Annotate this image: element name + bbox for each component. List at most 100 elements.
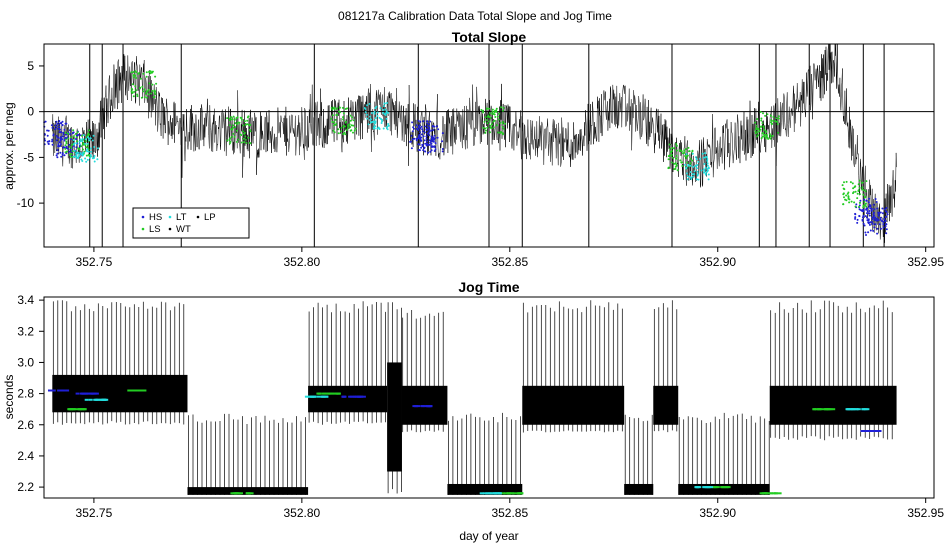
total-slope-point-lt [696, 167, 698, 170]
total-slope-point-ls [671, 147, 673, 149]
total-slope-point-lt [84, 142, 87, 145]
total-slope-point-hs [881, 207, 884, 210]
jog-time-point-lt [88, 398, 93, 401]
total-slope-point-ls [235, 129, 238, 132]
total-slope-point-lt [376, 114, 379, 117]
total-slope-point-ls [132, 76, 135, 79]
total-slope-point-ls [226, 139, 229, 142]
total-slope-point-lt [377, 126, 380, 129]
total-slope-point-hs [425, 142, 428, 145]
total-slope-point-hs [413, 137, 416, 140]
jog-time-ylabel: seconds [2, 375, 16, 420]
total-slope-point-ls [764, 130, 767, 133]
total-slope-point-lt [89, 156, 91, 159]
total-slope-point-ls [776, 120, 779, 123]
total-slope-point-hs [418, 134, 421, 137]
total-slope-point-ls [234, 126, 237, 129]
jog-time-point-lt [861, 408, 866, 411]
total-slope-point-hs [869, 229, 872, 232]
total-slope-point-ls [331, 114, 334, 117]
total-slope-point-ls [334, 118, 337, 121]
total-slope-point-lt [386, 125, 389, 128]
total-slope-point-ls [233, 135, 236, 138]
total-slope-point-ls [249, 130, 252, 133]
jog-time-point-hs [864, 430, 868, 432]
total-slope-point-lt [687, 163, 690, 166]
total-slope-point-hs [69, 133, 72, 136]
total-slope-point-hs [58, 141, 61, 144]
total-slope-point-lt [78, 143, 81, 146]
total-slope-point-ls [88, 129, 91, 132]
total-slope-point-hs [882, 226, 885, 229]
total-slope-point-lt [689, 171, 692, 173]
total-slope-point-lt [85, 160, 88, 163]
total-slope-point-lt [374, 125, 377, 128]
total-slope-point-lt [696, 174, 699, 177]
total-slope-point-ls [684, 148, 687, 151]
jog-time-spikes [387, 302, 402, 494]
total-slope-point-ls [140, 96, 143, 99]
total-slope-point-ls [676, 169, 679, 172]
total-slope-point-ls [136, 93, 139, 96]
total-slope-point-ls [142, 90, 145, 93]
jog-time-xtick-label: 352.85 [491, 506, 528, 520]
total-slope-point-hs [412, 126, 415, 129]
total-slope-point-hs [68, 143, 71, 146]
total-slope-point-ls [354, 127, 357, 130]
total-slope-point-lt [375, 105, 378, 108]
total-slope-point-ls [667, 155, 670, 158]
total-slope-point-ls [491, 112, 493, 115]
legend-label-hs: HS [149, 212, 162, 223]
jog-time-point-ls [777, 492, 782, 495]
total-slope-point-ls [145, 90, 148, 93]
total-slope-point-ls [858, 201, 861, 204]
total-slope-point-hs [61, 152, 64, 155]
total-slope-point-hs [61, 124, 64, 126]
total-slope-point-ls [141, 85, 144, 88]
total-slope-point-lt [700, 169, 703, 172]
total-slope-point-hs [60, 136, 62, 139]
total-slope-point-ls [772, 120, 775, 122]
total-slope-point-hs [868, 210, 871, 212]
total-slope-point-hs [880, 227, 882, 230]
total-slope-point-ls [69, 156, 72, 158]
jog-time-spikes [624, 414, 653, 495]
total-slope-title: Total Slope [452, 29, 527, 45]
total-slope-point-ls [237, 138, 240, 141]
total-slope-point-lt [75, 142, 78, 145]
total-slope-point-ls [71, 150, 74, 153]
jog-time-point-ls [812, 408, 817, 411]
total-slope-point-lt [689, 164, 692, 167]
total-slope-point-hs [59, 143, 62, 146]
total-slope-point-lt [86, 158, 89, 161]
jog-time-point-ls [336, 392, 341, 395]
jog-time-plot-area [48, 300, 897, 495]
total-slope-point-lt [82, 151, 85, 154]
total-slope-point-ls [488, 120, 491, 123]
total-slope-point-hs [426, 122, 429, 125]
total-slope-point-hs [60, 155, 63, 158]
total-slope-point-lt [364, 108, 367, 110]
total-slope-point-ls [147, 93, 150, 96]
total-slope-point-hs [428, 126, 430, 129]
total-slope-point-ls [858, 179, 861, 182]
legend-label-lp: LP [204, 212, 216, 223]
total-slope-point-ls [130, 71, 133, 74]
total-slope-point-ls [486, 107, 488, 110]
jog-time-point-lt [695, 486, 700, 489]
total-slope-point-hs [437, 128, 440, 131]
total-slope-point-hs [423, 139, 426, 142]
total-slope-point-ls [226, 117, 229, 120]
total-slope-point-ls [501, 109, 504, 112]
total-slope-point-hs [885, 228, 888, 231]
total-slope-point-ls [333, 108, 336, 110]
total-slope-point-ls [775, 117, 778, 120]
total-slope-point-hs [858, 208, 861, 211]
total-slope-point-lt [93, 155, 96, 157]
total-slope-point-ls [495, 107, 498, 110]
total-slope-point-hs [426, 132, 429, 135]
total-slope-point-ls [349, 119, 352, 122]
jog-time-ytick-label: 3.0 [17, 355, 34, 369]
total-slope-point-ls [232, 115, 235, 118]
total-slope-point-hs [419, 131, 421, 134]
